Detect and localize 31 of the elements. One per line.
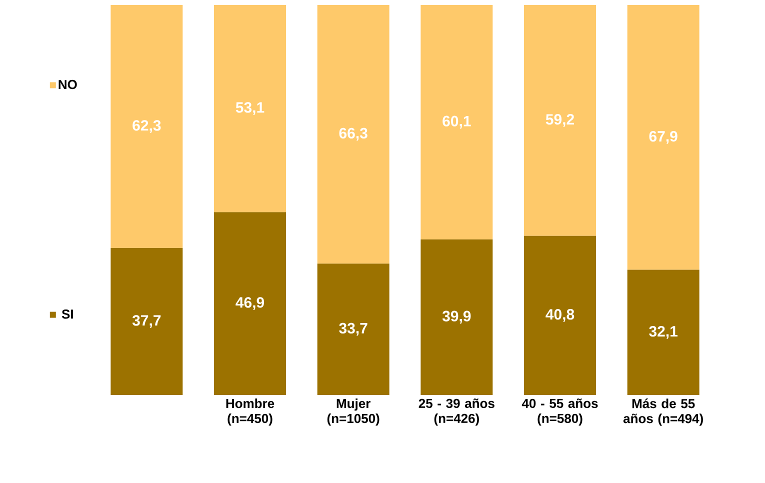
bar xyxy=(110,248,183,395)
bar xyxy=(110,5,183,248)
data-label: 62,3 xyxy=(132,120,161,133)
data-label: 33,7 xyxy=(339,322,368,336)
data-label: 67,9 xyxy=(649,131,678,144)
legend-label: SI xyxy=(62,309,73,319)
legend-label: NO xyxy=(58,80,77,90)
bar xyxy=(317,264,390,395)
bar xyxy=(524,236,596,395)
x-tick-label: 40 - 55 años (n=580) xyxy=(522,398,598,426)
data-label: 32,1 xyxy=(649,326,678,339)
data-label: 39,9 xyxy=(442,310,471,324)
bar xyxy=(317,5,390,264)
data-label: 40,8 xyxy=(546,309,574,322)
data-label: 66,3 xyxy=(339,128,368,141)
x-tick-label: Más de 55 años (n=494) xyxy=(623,398,703,426)
bar xyxy=(627,270,700,395)
x-tick-label: 25 - 39 años (n=426) xyxy=(418,398,494,426)
data-label: 37,7 xyxy=(132,315,161,328)
bar xyxy=(420,239,493,395)
bar xyxy=(627,5,700,270)
data-label: 53,1 xyxy=(236,102,264,115)
x-tick-label: Mujer (n=1050) xyxy=(327,398,380,426)
data-label: 46,9 xyxy=(236,297,264,310)
bar xyxy=(420,5,493,240)
bar xyxy=(524,5,596,236)
x-tick-label: Hombre (n=450) xyxy=(226,398,274,426)
data-label: 59,2 xyxy=(546,114,574,127)
data-label: 60,1 xyxy=(442,116,471,129)
bar xyxy=(214,212,286,395)
bar xyxy=(214,5,286,212)
